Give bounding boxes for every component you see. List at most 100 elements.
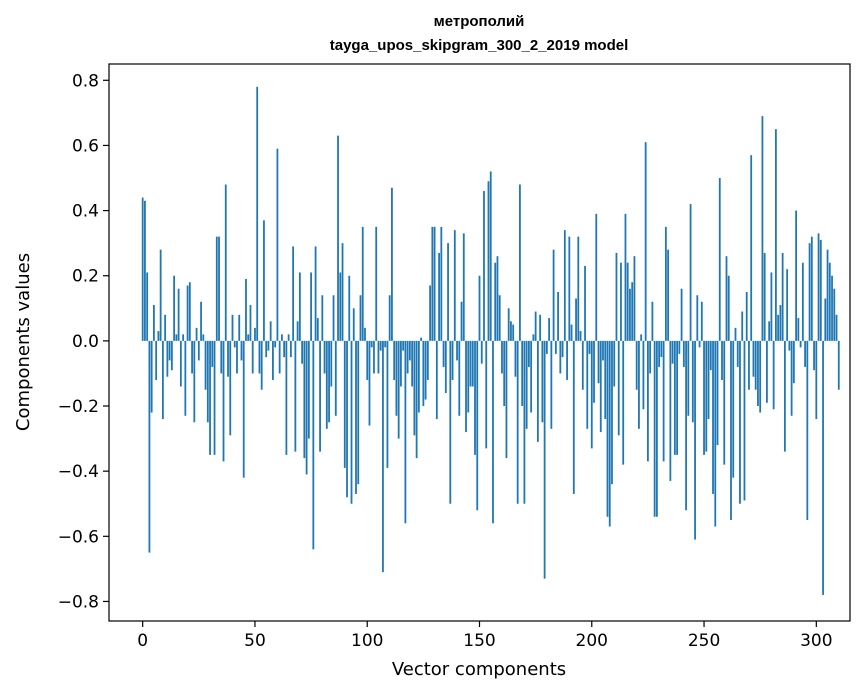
bar-110 bbox=[388, 295, 391, 341]
bar-154 bbox=[487, 181, 490, 341]
bar-131 bbox=[435, 340, 438, 420]
bar-188 bbox=[563, 230, 566, 341]
bar-254 bbox=[712, 340, 714, 494]
bar-220 bbox=[635, 340, 638, 390]
bar-263 bbox=[732, 340, 735, 478]
bar-257 bbox=[718, 178, 721, 341]
bar-79 bbox=[319, 340, 321, 452]
bar-281 bbox=[772, 340, 775, 410]
bar-294 bbox=[801, 262, 804, 341]
bar-159 bbox=[498, 295, 501, 341]
bar-275 bbox=[759, 340, 762, 413]
bar-67 bbox=[292, 246, 295, 341]
bar-11 bbox=[166, 340, 169, 377]
bar-271 bbox=[750, 155, 753, 341]
bar-274 bbox=[757, 340, 759, 407]
bar-227 bbox=[651, 301, 654, 341]
bar-133 bbox=[440, 226, 443, 341]
bar-69 bbox=[296, 321, 299, 341]
bar-278 bbox=[766, 340, 768, 403]
bar-22 bbox=[191, 340, 193, 374]
bar-194 bbox=[577, 236, 580, 341]
x-tick-label: 250 bbox=[688, 631, 720, 651]
bar-264 bbox=[734, 327, 737, 341]
bar-197 bbox=[584, 265, 586, 341]
bar-127 bbox=[426, 340, 429, 380]
bar-90 bbox=[343, 340, 346, 468]
bar-82 bbox=[325, 340, 328, 429]
bar-252 bbox=[707, 340, 710, 420]
bar-139 bbox=[453, 230, 456, 341]
y-tick-label: −0.6 bbox=[58, 527, 99, 547]
bar-143 bbox=[462, 233, 465, 341]
bar-292 bbox=[797, 318, 800, 341]
bar-7 bbox=[157, 331, 160, 341]
bar-66 bbox=[289, 340, 292, 358]
bar-54 bbox=[263, 220, 265, 341]
bar-122 bbox=[415, 340, 418, 459]
bar-61 bbox=[278, 340, 281, 374]
bar-144 bbox=[465, 340, 467, 433]
bar-261 bbox=[727, 275, 730, 341]
bar-287 bbox=[786, 269, 789, 341]
bar-308 bbox=[833, 288, 836, 341]
bar-132 bbox=[438, 252, 440, 341]
bar-78 bbox=[316, 318, 319, 341]
bar-248 bbox=[698, 340, 701, 348]
bar-31 bbox=[211, 340, 214, 367]
bar-185 bbox=[557, 292, 559, 341]
bar-175 bbox=[534, 311, 537, 341]
bar-226 bbox=[649, 340, 652, 374]
bar-207 bbox=[606, 340, 609, 517]
x-axis-ticks: 0 50 100 150 200 250 300 bbox=[137, 621, 833, 651]
bar-283 bbox=[777, 314, 780, 341]
bar-115 bbox=[400, 340, 402, 387]
bar-178 bbox=[541, 340, 544, 423]
bar-46 bbox=[245, 278, 247, 341]
bar-109 bbox=[386, 340, 389, 468]
x-tick-label: 200 bbox=[576, 631, 608, 651]
bar-72 bbox=[303, 340, 306, 459]
bar-266 bbox=[739, 340, 741, 504]
bar-49 bbox=[251, 340, 254, 374]
bar-224 bbox=[644, 142, 647, 341]
bar-106 bbox=[379, 340, 382, 351]
bar-149 bbox=[476, 340, 479, 511]
bar-88 bbox=[339, 272, 342, 341]
bar-291 bbox=[795, 210, 798, 341]
bar-246 bbox=[694, 340, 696, 540]
bar-111 bbox=[391, 187, 393, 341]
bar-245 bbox=[691, 340, 694, 423]
bar-17 bbox=[179, 340, 182, 387]
bar-157 bbox=[494, 262, 497, 341]
bar-267 bbox=[741, 311, 744, 341]
bar-153 bbox=[485, 340, 488, 449]
bar-104 bbox=[375, 226, 378, 341]
bar-273 bbox=[754, 340, 757, 390]
bar-259 bbox=[723, 340, 726, 465]
bar-296 bbox=[806, 340, 809, 521]
bar-310 bbox=[837, 340, 840, 390]
bar-75 bbox=[310, 272, 312, 341]
bar-29 bbox=[206, 340, 209, 423]
bar-8 bbox=[159, 249, 162, 341]
bar-173 bbox=[530, 340, 533, 413]
bar-135 bbox=[444, 340, 447, 393]
bar-24 bbox=[195, 327, 198, 341]
bar-216 bbox=[626, 262, 629, 341]
bar-202 bbox=[595, 213, 598, 341]
bar-165 bbox=[512, 324, 515, 341]
bar-83 bbox=[328, 340, 330, 423]
bar-45 bbox=[242, 340, 245, 478]
bar-108 bbox=[384, 340, 387, 348]
bar-4 bbox=[150, 340, 153, 413]
bar-229 bbox=[655, 340, 658, 517]
x-tick-label: 150 bbox=[463, 631, 495, 651]
bar-234 bbox=[667, 249, 670, 341]
bars-group bbox=[141, 86, 840, 595]
bar-222 bbox=[640, 334, 643, 341]
bar-112 bbox=[393, 340, 396, 380]
bar-87 bbox=[337, 135, 339, 341]
bar-162 bbox=[505, 340, 508, 459]
bar-86 bbox=[334, 340, 337, 416]
